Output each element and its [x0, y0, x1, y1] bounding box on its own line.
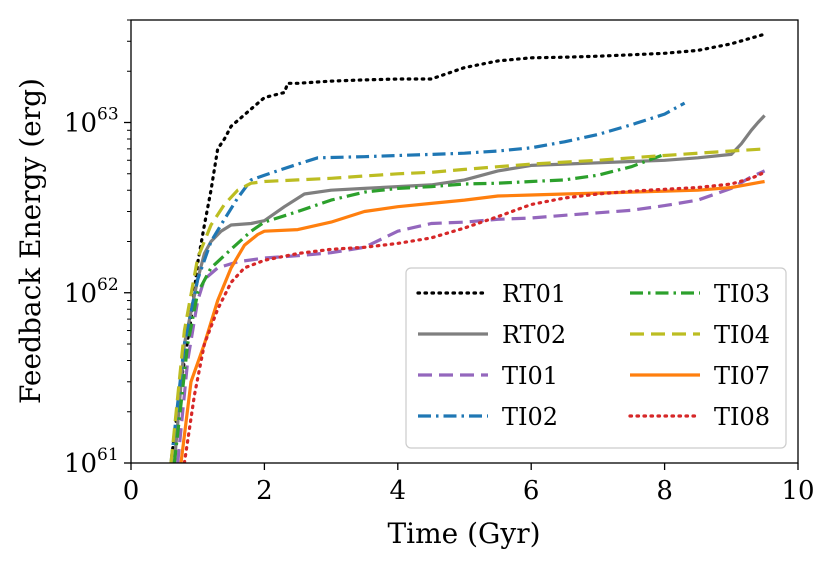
- series-line-rt02: [172, 114, 766, 463]
- legend-label-ti07: TI07: [714, 362, 770, 390]
- legend-label-rt01: RT01: [502, 280, 566, 308]
- y-tick-label: 10: [64, 279, 97, 309]
- series-line-rt01: [169, 32, 767, 463]
- y-tick-label: 10: [64, 449, 97, 479]
- x-axis: 0 2 4 6 8 10: [123, 463, 815, 506]
- series-line-ti02: [169, 101, 686, 463]
- legend-label-ti01: TI01: [502, 362, 558, 390]
- series-line-ti01: [176, 169, 766, 463]
- series-line-ti08: [182, 170, 767, 463]
- x-tick-label: 2: [256, 476, 273, 506]
- y-tick-exponent: 63: [97, 105, 119, 125]
- x-tick-label: 0: [123, 476, 140, 506]
- x-tick-label: 6: [523, 476, 540, 506]
- y-axis-label: Feedback Energy (erg): [14, 78, 47, 404]
- series-line-ti03: [172, 152, 666, 463]
- x-tick-label: 8: [656, 476, 673, 506]
- y-tick-label: 10: [64, 109, 97, 139]
- y-tick-exponent: 61: [97, 445, 119, 465]
- series-layer: [169, 32, 767, 463]
- legend-box: [405, 267, 787, 449]
- series-line-ti04: [169, 147, 765, 463]
- legend-label-ti03: TI03: [714, 280, 770, 308]
- legend-label-ti02: TI02: [502, 403, 558, 431]
- legend: RT01 RT02 TI01 TI02 TI03 TI04 TI07 TI08: [405, 267, 787, 449]
- legend-label-ti04: TI04: [714, 321, 770, 349]
- y-tick-exponent: 62: [97, 275, 119, 295]
- legend-label-rt02: RT02: [502, 321, 566, 349]
- x-tick-label: 10: [781, 476, 814, 506]
- legend-label-ti08: TI08: [714, 403, 770, 431]
- x-axis-label: Time (Gyr): [387, 517, 540, 550]
- x-tick-label: 4: [390, 476, 407, 506]
